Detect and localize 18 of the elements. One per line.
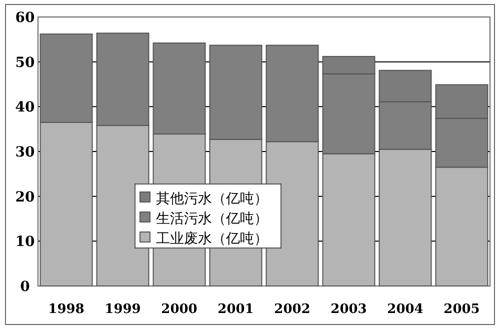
x-tick-label: 1998 xyxy=(48,302,84,317)
legend-label: 工业废水（亿吨） xyxy=(156,231,268,247)
legend-label: 生活污水（亿吨） xyxy=(156,211,268,227)
x-tick-label: 2004 xyxy=(387,302,424,317)
y-tick-label: 40 xyxy=(15,100,35,116)
x-tick-label: 2001 xyxy=(218,302,254,317)
y-tick-label: 0 xyxy=(20,279,30,295)
y-tick-label: 10 xyxy=(15,234,35,250)
x-tick-label: 2003 xyxy=(330,302,367,317)
y-tick-label: 20 xyxy=(15,189,35,206)
x-tick-label: 2005 xyxy=(444,302,480,317)
legend-label: 其他污水（亿吨） xyxy=(156,191,268,207)
x-tick-label: 2000 xyxy=(161,302,198,317)
x-tick-label: 1999 xyxy=(104,302,141,317)
y-tick-label: 50 xyxy=(15,54,35,71)
y-tick-label: 60 xyxy=(15,10,35,26)
x-tick-label: 2002 xyxy=(274,302,310,317)
y-tick-label: 30 xyxy=(15,144,35,160)
